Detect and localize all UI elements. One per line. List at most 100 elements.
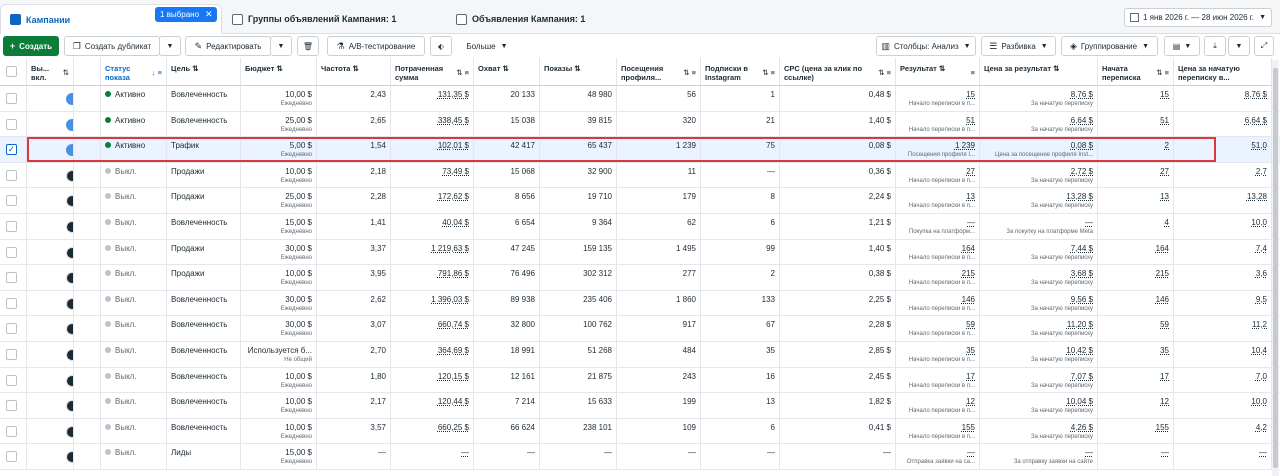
campaign-toggle[interactable] [66,195,73,208]
spent-value[interactable]: 131,35 $ [437,90,469,99]
table-row[interactable]: Выкл. Вовлеченность 30,00 $ Ежедневно 3,07 66… [0,316,1280,342]
spent-value[interactable]: 660,74 $ [437,320,469,330]
sort-icon[interactable]: ⇅ ≡ [456,68,469,77]
cpr-value[interactable]: 4,26 $ [1070,422,1093,432]
table-row[interactable]: Выкл. Продажи 25,00 $ Ежедневно 2,28 172,62 $… [0,188,1280,214]
result-value[interactable]: 155 [961,422,975,432]
header-budget[interactable]: Бюджет ⇅ [241,58,317,86]
table-row[interactable]: Выкл. Вовлеченность 10,00 $ Ежедневно 1,80 12… [0,367,1280,394]
row-checkbox[interactable] [6,221,17,232]
selected-badge[interactable]: 1 выбрано ✕ [155,7,217,22]
started-value[interactable]: 15 [1160,90,1169,99]
spent-value[interactable]: 1 396,03 $ [431,294,469,304]
row-checkbox[interactable] [6,451,17,463]
row-checkbox[interactable]: ✓ [6,144,17,156]
header-select-all[interactable] [0,58,27,86]
started-value[interactable]: 13 [1160,192,1169,202]
select-all-checkbox[interactable] [6,66,17,77]
sort-icon[interactable]: ⇅ ≡ [762,68,775,77]
result-value[interactable]: — [967,448,975,458]
export-button[interactable]: ⤓ [1204,36,1226,56]
header-started-chats[interactable]: Начата переписка ⇅ ≡ [1098,58,1174,86]
header-toggle[interactable]: Вы... вкл. ⇅ [27,58,74,86]
cpr-value[interactable]: 7,07 $ [1070,371,1093,381]
cps-value[interactable]: 8,76 $ [1244,90,1267,99]
cps-value[interactable]: 51,0 [1251,141,1267,151]
result-value[interactable]: 215 [961,269,975,279]
table-row[interactable]: Выкл. Вовлеченность 10,00 $ Ежедневно 3,57 66… [0,418,1280,445]
table-row[interactable]: Выкл. Вовлеченность 15,00 $ Ежедневно 1,41 40… [0,214,1280,240]
menu-icon[interactable]: ≡ [970,68,975,77]
spent-value[interactable]: 791,86 $ [437,269,469,279]
table-row[interactable]: Выкл. Вовлеченность 10,00 $ Ежедневно 2,17 12… [0,393,1280,419]
sort-icon[interactable]: ⇅ [502,64,509,73]
sort-icon[interactable]: ⇅ [938,64,946,73]
cpr-value[interactable]: 10,42 $ [1066,346,1093,355]
sort-icon[interactable]: ⇅ ≡ [878,68,891,77]
sort-icon[interactable]: ⇅ [1053,64,1060,73]
row-checkbox[interactable] [6,297,17,309]
result-value[interactable]: 27 [966,166,975,176]
campaign-toggle[interactable] [66,451,73,464]
header-profile-visits[interactable]: Посещения профиля... ⇅ ≡ [617,58,701,86]
campaign-toggle[interactable] [66,374,73,387]
spent-value[interactable]: 660,25 $ [437,422,469,432]
cps-value[interactable]: 9,5 [1255,294,1267,304]
campaign-toggle[interactable] [66,425,73,438]
row-checkbox[interactable] [6,118,17,130]
vertical-scrollbar[interactable] [1272,60,1279,476]
header-instagram-subs[interactable]: Подписки в Instagram ⇅ ≡ [701,58,780,86]
spent-value[interactable]: 172,62 $ [437,192,469,202]
sort-icon[interactable]: ⇅ [276,64,283,73]
table-row[interactable]: Выкл. Продажи 30,00 $ Ежедневно 3,37 1 219,63… [0,239,1280,266]
tag-button[interactable]: ⬖ [430,36,452,56]
cpr-value[interactable]: 11,20 $ [1066,320,1093,330]
spent-value[interactable]: 120,44 $ [437,397,469,407]
row-checkbox[interactable] [6,272,17,284]
edit-button[interactable]: ✎ Редактировать [185,36,271,56]
create-button[interactable]: + Создать [3,36,59,56]
row-checkbox[interactable] [6,93,17,104]
expand-button[interactable]: ⤢ [1254,36,1274,56]
columns-button[interactable]: ▥ Столбцы: Анализ ▼ [876,36,976,56]
cpr-value[interactable]: 6,64 $ [1070,115,1093,125]
campaign-toggle[interactable] [66,323,73,336]
cpr-value[interactable]: 0,08 $ [1070,141,1093,151]
result-value[interactable]: 35 [966,346,975,355]
row-checkbox[interactable] [6,195,17,207]
spent-value[interactable]: 364,69 $ [437,346,469,355]
cpr-value[interactable]: 2,72 $ [1070,166,1093,176]
campaign-toggle[interactable] [66,272,73,285]
campaign-toggle[interactable] [66,246,73,259]
started-value[interactable]: 17 [1160,371,1169,381]
header-frequency[interactable]: Частота ⇅ [317,58,391,86]
campaign-toggle[interactable] [66,144,73,157]
table-row[interactable]: Выкл. Продажи 10,00 $ Ежедневно 3,95 791,86 $… [0,265,1280,291]
result-value[interactable]: 1 239 [954,141,975,151]
reports-button[interactable]: ▤ ▼ [1164,36,1200,56]
campaign-toggle[interactable] [66,297,73,310]
result-value[interactable]: 15 [966,90,975,99]
spent-value[interactable]: 73,49 $ [442,166,469,176]
cps-value[interactable]: 10,0 [1251,218,1267,227]
spent-value[interactable]: 40,04 $ [442,218,469,227]
table-row[interactable]: Активно Вовлеченность 25,00 $ Ежедневно 2,65… [0,111,1280,138]
cpr-value[interactable]: — [1085,448,1093,458]
scrollbar-thumb[interactable] [1273,68,1278,468]
result-value[interactable]: 146 [961,294,975,304]
cps-value[interactable]: 7,4 [1255,243,1267,253]
spent-value[interactable]: 1 219,63 $ [431,243,469,253]
campaign-toggle[interactable] [66,349,73,361]
cpr-value[interactable]: 8,76 $ [1070,90,1093,99]
result-value[interactable]: 13 [966,192,975,202]
header-reach[interactable]: Охват ⇅ [474,58,540,86]
result-value[interactable]: — [967,218,975,227]
campaign-toggle[interactable] [66,93,73,105]
duplicate-button[interactable]: ❐ Создать дубликат [64,36,160,56]
started-value[interactable]: — [1161,448,1169,458]
started-value[interactable]: 27 [1160,166,1169,176]
sort-icon[interactable]: ⇅ [192,64,199,73]
row-checkbox[interactable] [6,323,17,335]
date-range-picker[interactable]: 1 янв 2026 г. — 28 июн 2026 г. ▼ [1124,8,1272,27]
sort-icon[interactable]: ⇅ [352,64,359,73]
